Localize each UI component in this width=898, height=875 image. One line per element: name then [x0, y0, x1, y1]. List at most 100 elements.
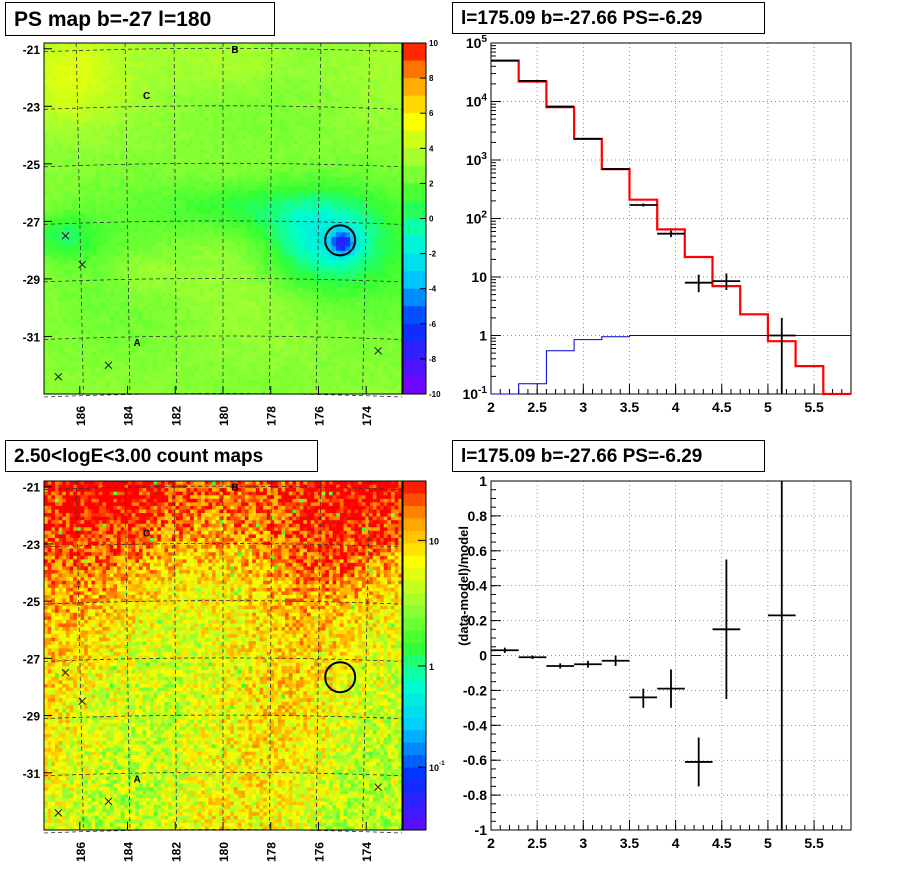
map-pixel: [293, 227, 299, 233]
map-pixel: [133, 70, 139, 76]
map-pixel: [119, 347, 125, 354]
map-pixel: [67, 103, 73, 109]
map-pixel: [274, 176, 281, 183]
map-pixel: [138, 135, 144, 141]
map-pixel: [350, 278, 356, 284]
map-pixel: [288, 130, 295, 136]
map-pixel: [336, 301, 342, 307]
map-pixel: [157, 370, 163, 377]
map-pixel: [76, 79, 83, 86]
map-pixel: [180, 172, 186, 178]
map-pixel: [109, 273, 116, 280]
map-pixel: [128, 310, 135, 317]
map-pixel: [213, 181, 219, 187]
map-pixel: [152, 246, 158, 252]
map-pixel: [53, 366, 59, 372]
map-pixel: [161, 209, 168, 215]
map-pixel: [95, 52, 102, 58]
map-pixel: [251, 79, 257, 86]
map-pixel: [161, 172, 168, 178]
map-pixel: [246, 361, 252, 367]
map-pixel: [345, 264, 351, 270]
map-pixel: [190, 144, 196, 150]
map-pixel: [53, 347, 59, 354]
map-pixel: [124, 75, 130, 81]
map-pixel: [81, 84, 87, 90]
map-pixel: [317, 66, 323, 72]
map-pixel: [199, 103, 205, 109]
map-pixel: [194, 98, 201, 104]
map-pixel: [303, 116, 309, 123]
map-pixel: [298, 250, 304, 257]
map-pixel: [86, 130, 92, 136]
map-pixel: [227, 287, 234, 293]
map-pixel: [175, 135, 182, 141]
map-pixel: [194, 315, 201, 321]
map-pixel: [223, 209, 229, 215]
map-pixel: [62, 287, 69, 293]
map-pixel: [147, 315, 153, 321]
map-pixel: [190, 250, 196, 257]
map-pixel: [58, 75, 64, 81]
map-pixel: [72, 324, 78, 330]
map-pixel: [161, 273, 168, 280]
map-pixel: [157, 204, 163, 210]
map-pixel: [307, 79, 314, 86]
map-pixel: [72, 103, 78, 109]
map-pixel: [175, 209, 182, 215]
map-pixel: [114, 135, 120, 141]
map-pixel: [152, 218, 158, 224]
map-pixel: [53, 370, 59, 377]
map-pixel: [175, 273, 182, 280]
map-pixel: [350, 232, 356, 238]
map-pixel: [185, 236, 191, 243]
map-pixel: [62, 181, 69, 187]
map-pixel: [147, 352, 153, 358]
map-pixel: [307, 200, 314, 206]
map-pixel: [284, 333, 290, 340]
map-pixel: [232, 135, 238, 141]
map-pixel: [274, 103, 281, 109]
map-pixel: [340, 278, 347, 284]
map-pixel: [166, 250, 172, 257]
map-pixel: [157, 121, 163, 127]
map-pixel: [185, 343, 191, 349]
map-pixel: [317, 310, 323, 317]
map-pixel: [190, 338, 196, 344]
map-pixel: [91, 232, 97, 238]
map-pixel: [133, 98, 139, 104]
map-pixel: [350, 195, 356, 201]
map-pixel: [270, 43, 276, 49]
map-pixel: [279, 370, 285, 377]
map-pixel: [171, 84, 177, 90]
map-pixel: [81, 158, 87, 164]
map-pixel: [317, 241, 323, 247]
map-pixel: [265, 213, 271, 220]
map-pixel: [208, 227, 215, 233]
map-pixel: [133, 79, 139, 86]
map-pixel: [284, 329, 290, 335]
map-pixel: [331, 370, 337, 377]
map-pixel: [317, 218, 323, 224]
map-pixel: [241, 130, 248, 136]
map-pixel: [350, 43, 356, 49]
map-pixel: [58, 283, 64, 289]
map-pixel: [95, 366, 102, 372]
map-pixel: [44, 283, 50, 289]
map-pixel: [161, 389, 168, 395]
map-pixel: [336, 70, 342, 76]
map-pixel: [303, 236, 309, 243]
map-pixel: [218, 273, 224, 280]
map-pixel: [119, 149, 125, 155]
map-pixel: [161, 66, 168, 72]
map-pixel: [279, 273, 285, 280]
map-pixel: [67, 153, 73, 160]
map-pixel: [223, 232, 229, 238]
map-pixel: [76, 361, 83, 367]
map-pixel: [317, 357, 323, 363]
map-pixel: [312, 70, 318, 76]
map-pixel: [321, 181, 328, 187]
map-pixel: [114, 158, 120, 164]
map-pixel: [185, 310, 191, 317]
map-pixel: [350, 135, 356, 141]
